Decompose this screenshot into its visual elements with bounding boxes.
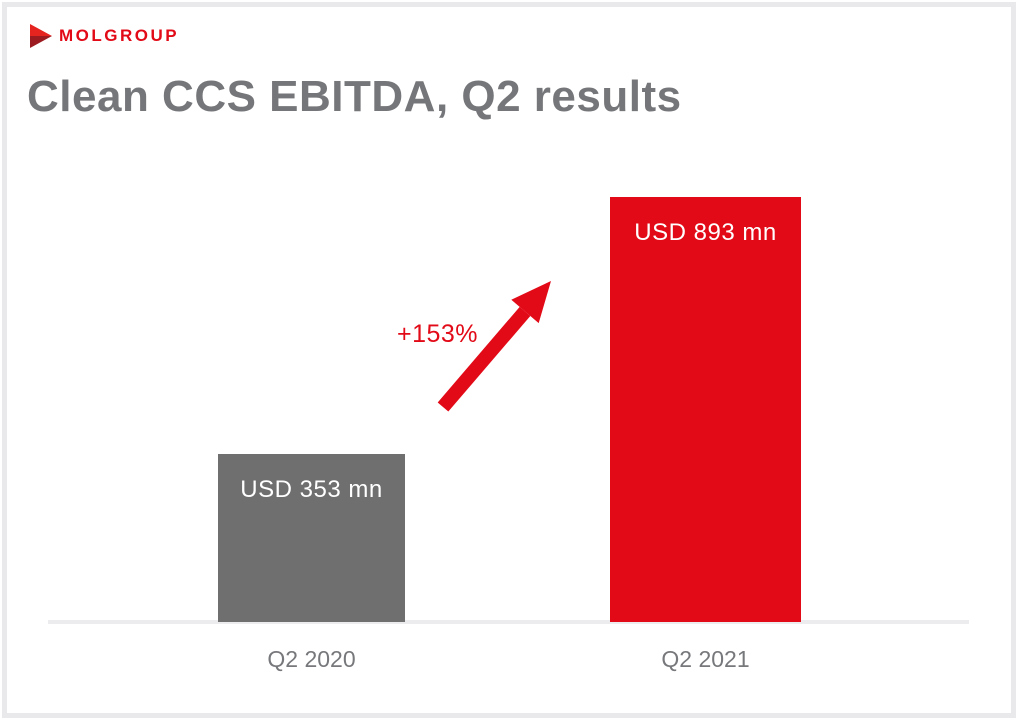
x-axis-line: [48, 620, 969, 624]
bar-q2-2020: USD 353 mn: [218, 454, 405, 622]
growth-percentage-label: +153%: [397, 320, 479, 348]
molgroup-logo: MOLGROUP: [30, 24, 179, 48]
logo-text: MOLGROUP: [59, 26, 180, 45]
bar-q2-2021: USD 893 mn: [610, 197, 801, 622]
growth-arrow-icon: [437, 281, 551, 412]
x-axis-label-q2-2021: Q2 2021: [661, 646, 750, 672]
mol-arrow-icon: [30, 24, 52, 48]
bar-value-label-q2-2020: USD 353 mn: [240, 476, 383, 503]
bar-value-label-q2-2021: USD 893 mn: [634, 219, 777, 246]
x-axis-label-q2-2020: Q2 2020: [267, 646, 356, 672]
page-title: Clean CCS EBITDA, Q2 results: [27, 72, 682, 121]
